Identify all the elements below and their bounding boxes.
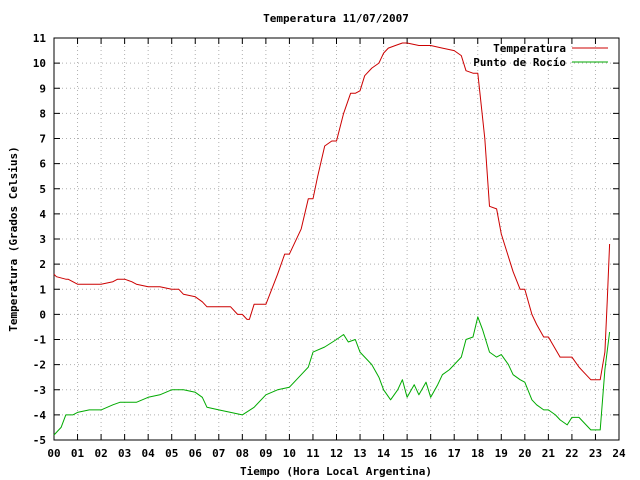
x-tick-label: 24	[612, 447, 626, 460]
legend-label: Temperatura	[493, 42, 566, 55]
axis-ticks	[53, 37, 620, 441]
x-tick-label: 20	[518, 447, 531, 460]
chart-title: Temperatura 11/07/2007	[263, 12, 409, 25]
y-tick-label: -2	[33, 359, 46, 372]
x-tick-label: 22	[565, 447, 578, 460]
x-tick-label: 14	[377, 447, 391, 460]
y-tick-label: 0	[39, 308, 46, 321]
series-line-2	[53, 316, 611, 436]
x-tick-label: 12	[330, 447, 343, 460]
x-tick-label: 06	[189, 447, 203, 460]
legend-label: Punto de Rocío	[473, 56, 566, 69]
x-tick-label: 08	[236, 447, 249, 460]
y-tick-label: 2	[39, 258, 46, 271]
x-tick-label: 21	[542, 447, 556, 460]
x-tick-label: 15	[401, 447, 414, 460]
x-tick-label: 23	[589, 447, 602, 460]
y-tick-label: 10	[33, 57, 46, 70]
y-tick-label: -4	[33, 409, 47, 422]
x-tick-label: 03	[118, 447, 131, 460]
y-tick-label: -5	[33, 434, 46, 447]
y-tick-label: -3	[33, 384, 46, 397]
x-tick-label: 01	[71, 447, 85, 460]
x-axis-label: Tiempo (Hora Local Argentina)	[240, 465, 432, 478]
series-line-1	[53, 42, 611, 381]
x-tick-label: 11	[306, 447, 320, 460]
y-tick-label: 9	[39, 82, 46, 95]
series-lines	[53, 42, 611, 436]
y-tick-label: 8	[39, 107, 46, 120]
y-tick-label: 5	[39, 183, 46, 196]
x-tick-label: 10	[283, 447, 296, 460]
x-tick-label: 19	[495, 447, 508, 460]
y-tick-label: 1	[39, 283, 46, 296]
x-tick-label: 00	[47, 447, 60, 460]
y-tick-label: 7	[39, 133, 46, 146]
y-tick-label: 3	[39, 233, 46, 246]
grid-lines	[54, 38, 619, 440]
y-axis-label: Temperatura (Grados Celsius)	[7, 146, 20, 331]
x-tick-label: 05	[165, 447, 178, 460]
x-tick-label: 13	[353, 447, 366, 460]
x-tick-label: 02	[94, 447, 107, 460]
y-tick-label: 6	[39, 158, 46, 171]
y-tick-labels: -5 -4 -3 -2 -1 0 1 2 3 4 5 6 7 8 9 10 11	[33, 32, 47, 447]
x-tick-label: 04	[142, 447, 156, 460]
x-tick-label: 07	[212, 447, 225, 460]
x-tick-label: 17	[448, 447, 461, 460]
x-tick-label: 16	[424, 447, 438, 460]
x-tick-label: 09	[259, 447, 272, 460]
x-tick-labels: 00 01 02 03 04 05 06 07 08 09 10 11 12 13 14 15 16 17 18 19…	[47, 447, 626, 460]
y-tick-label: 11	[33, 32, 47, 45]
x-tick-label: 18	[471, 447, 484, 460]
y-tick-label: -1	[33, 334, 47, 347]
y-tick-label: 4	[39, 208, 46, 221]
